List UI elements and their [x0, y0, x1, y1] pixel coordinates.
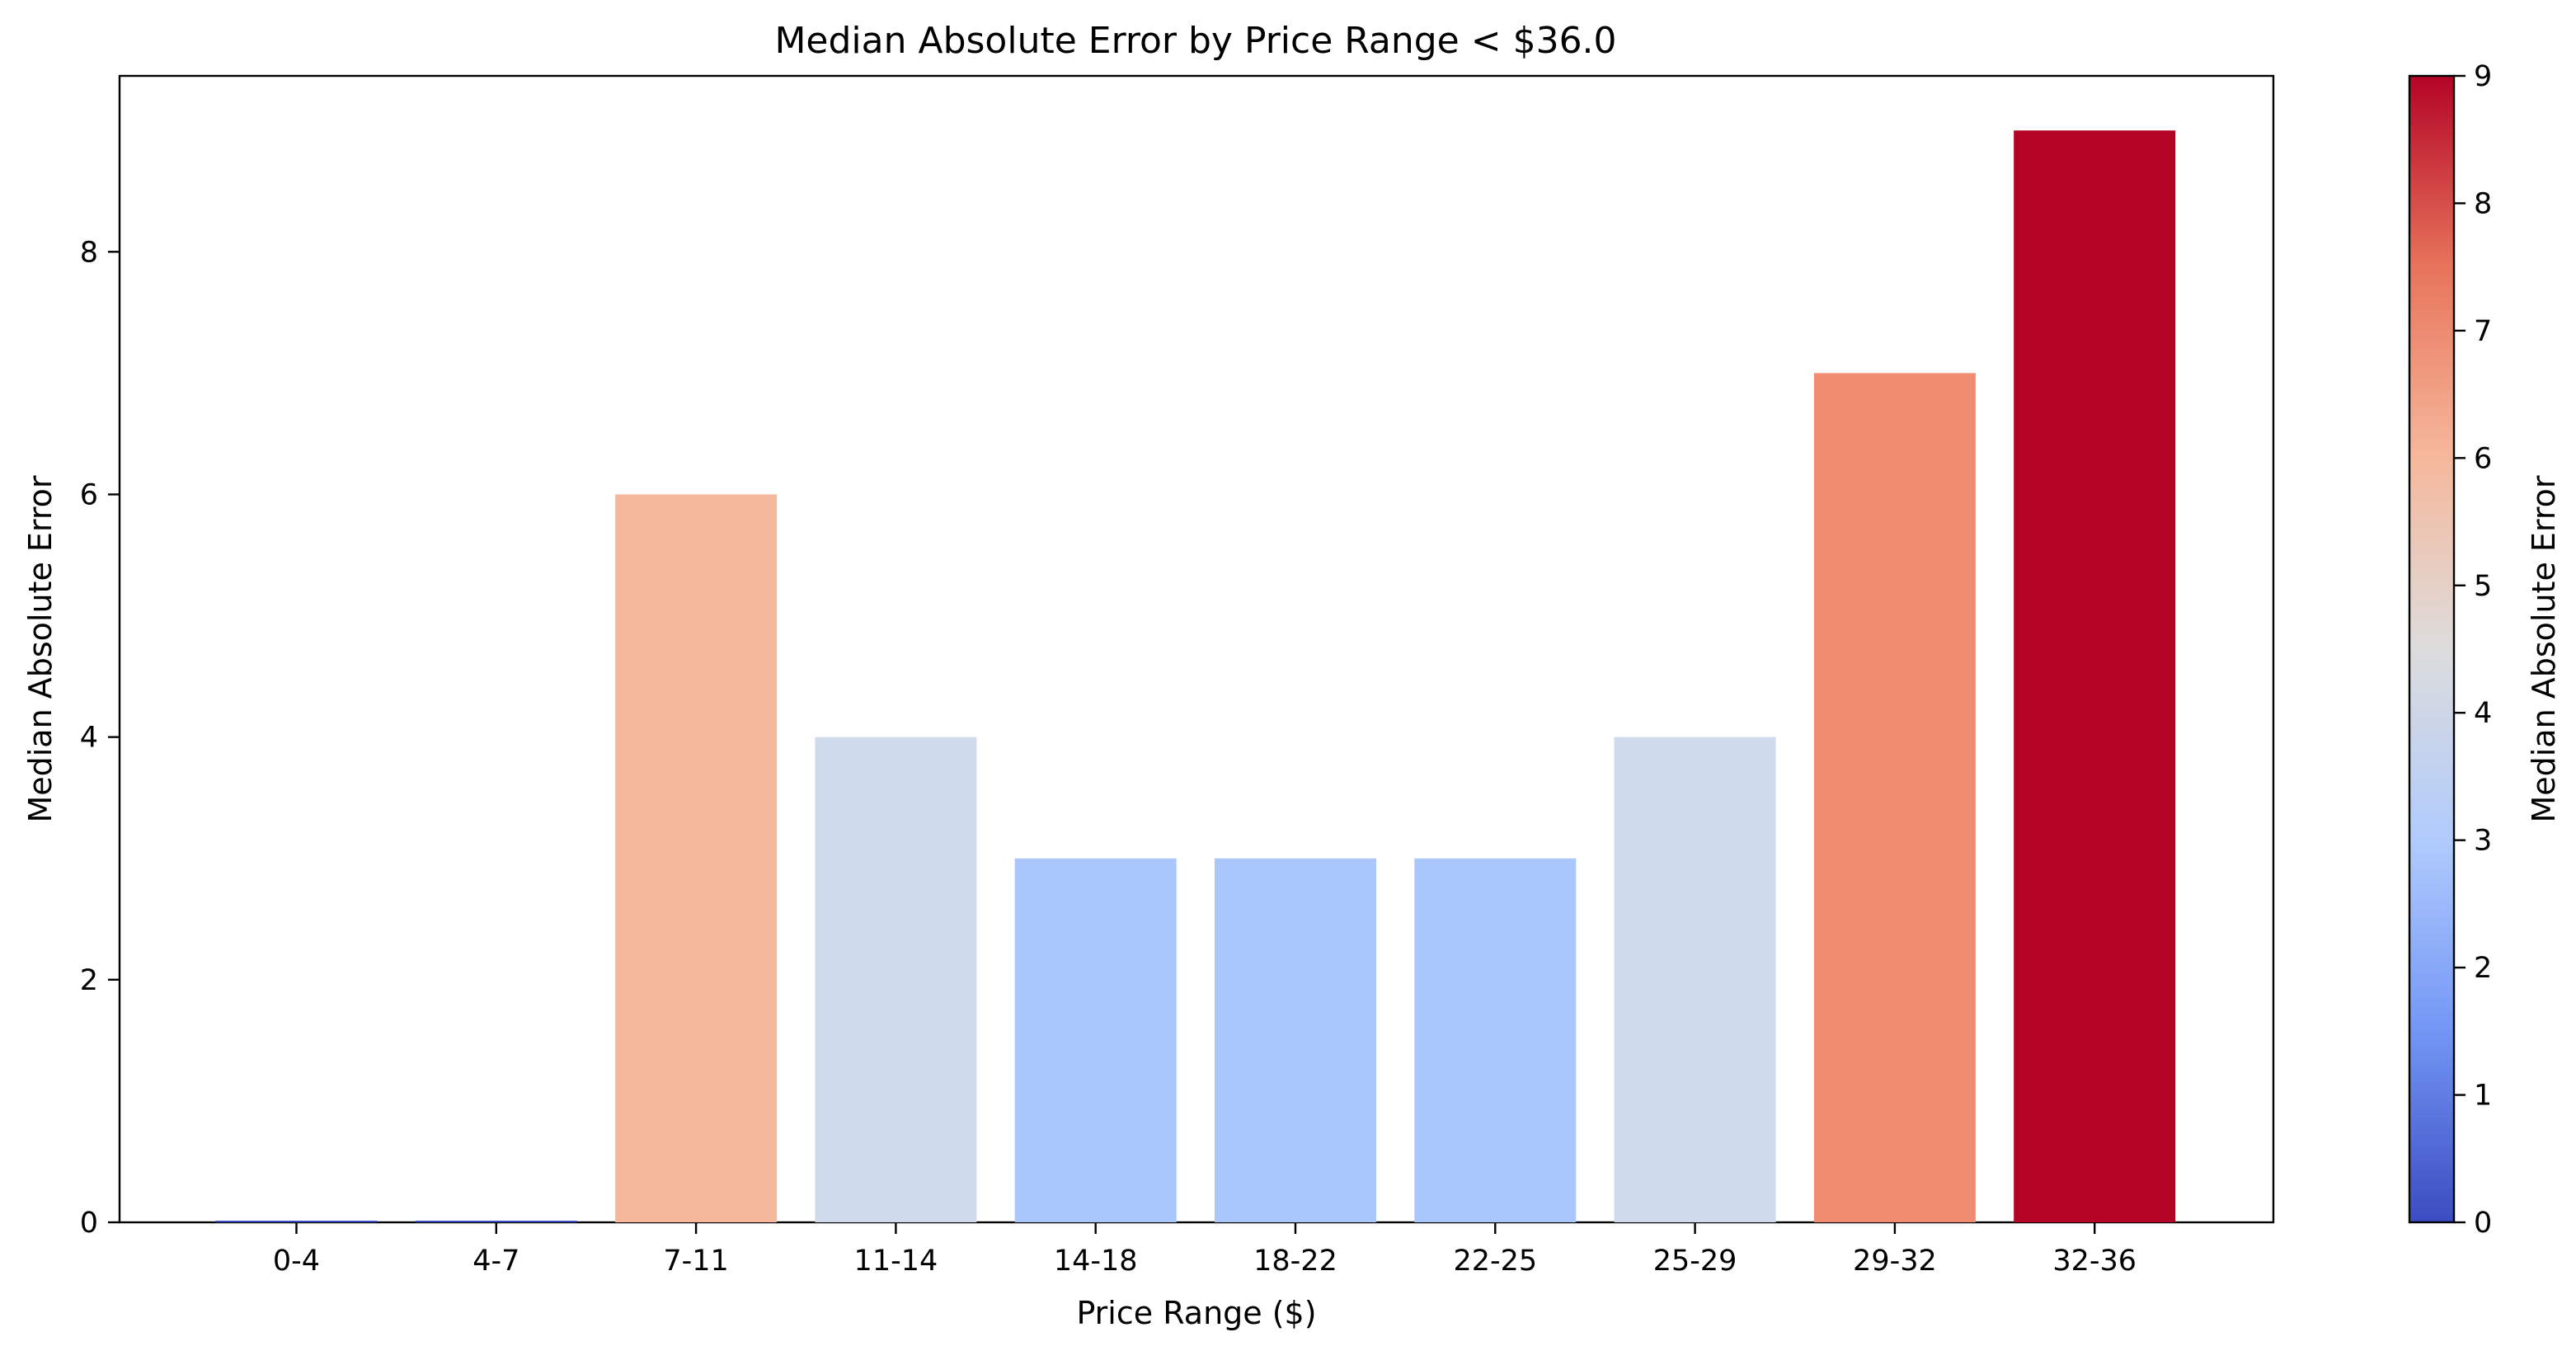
x-tick-label: 11-14 — [854, 1245, 938, 1278]
colorbar: 0 1 2 3 4 5 6 7 8 9 Median Absolute Error — [2408, 60, 2562, 1240]
y-axis-ticks: 0 2 4 6 8 — [80, 236, 120, 1240]
colorbar-tick-label: 4 — [2474, 697, 2492, 730]
colorbar-tick-label: 7 — [2474, 315, 2492, 348]
x-tick-label: 32-36 — [2052, 1245, 2136, 1278]
colorbar-tick-label: 5 — [2474, 570, 2492, 603]
bar-11-14 — [815, 737, 977, 1222]
x-tick-label: 7-11 — [663, 1245, 728, 1278]
colorbar-tick-label: 1 — [2474, 1080, 2492, 1113]
bar-32-36 — [2014, 130, 2176, 1223]
x-tick-label: 18-22 — [1253, 1245, 1337, 1278]
bar-18-22 — [1215, 858, 1376, 1222]
colorbar-tick-label: 2 — [2474, 952, 2492, 985]
bar-4-7 — [415, 1221, 577, 1222]
x-axis-ticks: 0-4 4-7 7-11 11-14 14-18 18-22 22-25 25-29 29-32… — [273, 1222, 2136, 1278]
colorbar-tick-label: 8 — [2474, 187, 2492, 220]
colorbar-ticks: 0 1 2 3 4 5 6 7 8 9 — [2454, 60, 2492, 1240]
y-tick-label: 6 — [80, 478, 98, 511]
x-tick-label: 4-7 — [472, 1245, 519, 1278]
colorbar-label: Median Absolute Error — [2526, 475, 2562, 822]
y-tick-label: 8 — [80, 236, 98, 269]
bar-25-29 — [1614, 737, 1776, 1222]
bar-29-32 — [1813, 373, 1976, 1222]
y-tick-label: 4 — [80, 722, 98, 755]
plot-area: 0-4 4-7 7-11 11-14 14-18 18-22 22-25 25-29 29-32… — [80, 74, 2275, 1278]
plot-frame — [118, 74, 2275, 1224]
bar-22-25 — [1414, 858, 1577, 1222]
x-tick-label: 0-4 — [273, 1245, 320, 1278]
colorbar-tick-label: 0 — [2474, 1207, 2492, 1240]
bar-0-4 — [215, 1221, 378, 1222]
y-axis-label: Median Absolute Error — [22, 475, 59, 822]
bars — [215, 130, 2176, 1223]
bar-7-11 — [615, 494, 778, 1222]
colorbar-tick-label: 9 — [2474, 60, 2492, 93]
bar-14-18 — [1014, 858, 1177, 1222]
colorbar-gradient — [2408, 74, 2456, 1224]
colorbar-tick-label: 6 — [2474, 442, 2492, 475]
x-tick-label: 14-18 — [1054, 1245, 1138, 1278]
x-tick-label: 29-32 — [1853, 1245, 1937, 1278]
y-tick-label: 0 — [80, 1207, 98, 1240]
chart-title: Median Absolute Error by Price Range < $… — [774, 20, 1616, 62]
y-tick-label: 2 — [80, 964, 98, 997]
x-tick-label: 22-25 — [1453, 1245, 1537, 1278]
x-tick-label: 25-29 — [1653, 1245, 1737, 1278]
x-axis-label: Price Range ($) — [1076, 1295, 1316, 1331]
colorbar-tick-label: 3 — [2474, 825, 2492, 858]
